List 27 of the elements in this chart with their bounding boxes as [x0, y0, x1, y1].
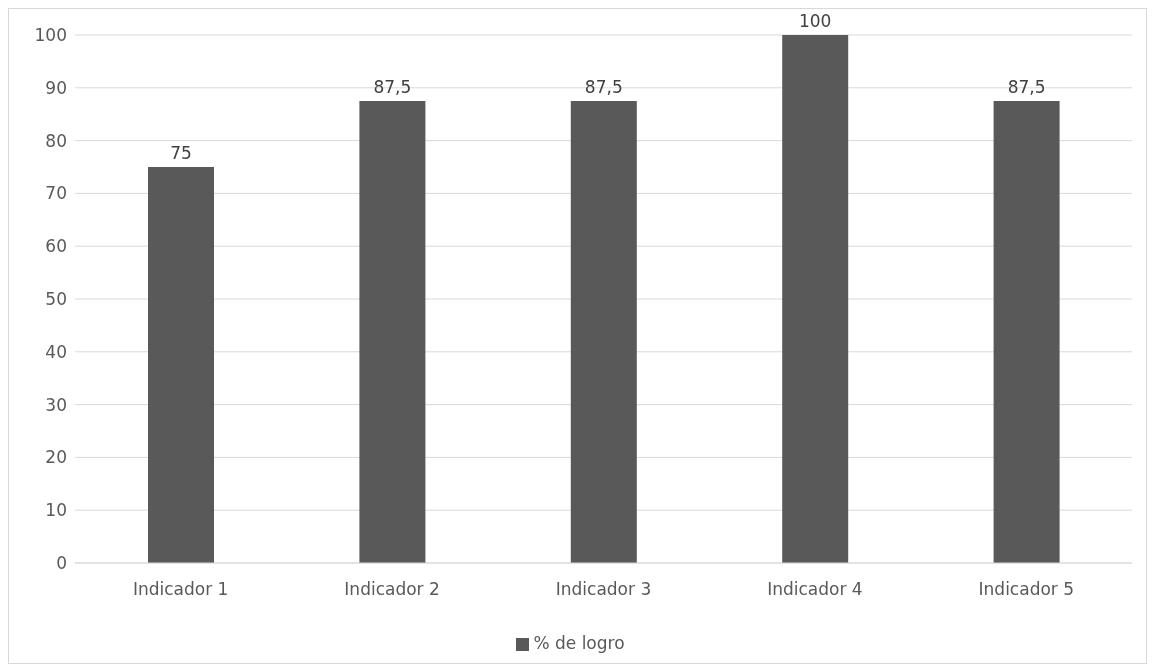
- data-label: 87,5: [584, 77, 623, 97]
- y-tick-label: 80: [45, 130, 67, 151]
- y-tick-label: 90: [45, 77, 67, 98]
- y-tick-label: 70: [45, 183, 67, 204]
- x-tick-label: Indicador 2: [344, 579, 440, 600]
- y-tick-label: 40: [45, 341, 67, 362]
- y-tick-label: 50: [45, 289, 67, 310]
- data-label: 75: [170, 143, 192, 163]
- y-tick-label: 10: [45, 500, 67, 521]
- data-label: 100: [798, 11, 832, 31]
- data-label: 87,5: [373, 77, 412, 97]
- x-tick-label: Indicador 4: [767, 579, 863, 600]
- y-tick-label: 0: [56, 553, 67, 574]
- bar: [148, 167, 214, 563]
- y-tick-label: 20: [45, 447, 67, 468]
- data-label: 87,5: [1007, 77, 1046, 97]
- x-tick-label: Indicador 5: [978, 579, 1075, 600]
- legend-label: % de logro: [533, 633, 625, 653]
- x-tick-label: Indicador 3: [555, 579, 652, 600]
- y-tick-label: 100: [34, 25, 67, 46]
- bar: [993, 101, 1060, 563]
- bar: [570, 101, 637, 563]
- y-tick-label: 60: [45, 236, 67, 257]
- x-tick-label: Indicador 1: [132, 579, 229, 600]
- bar: [359, 101, 426, 563]
- bar: [782, 35, 849, 563]
- y-tick-label: 30: [45, 394, 67, 415]
